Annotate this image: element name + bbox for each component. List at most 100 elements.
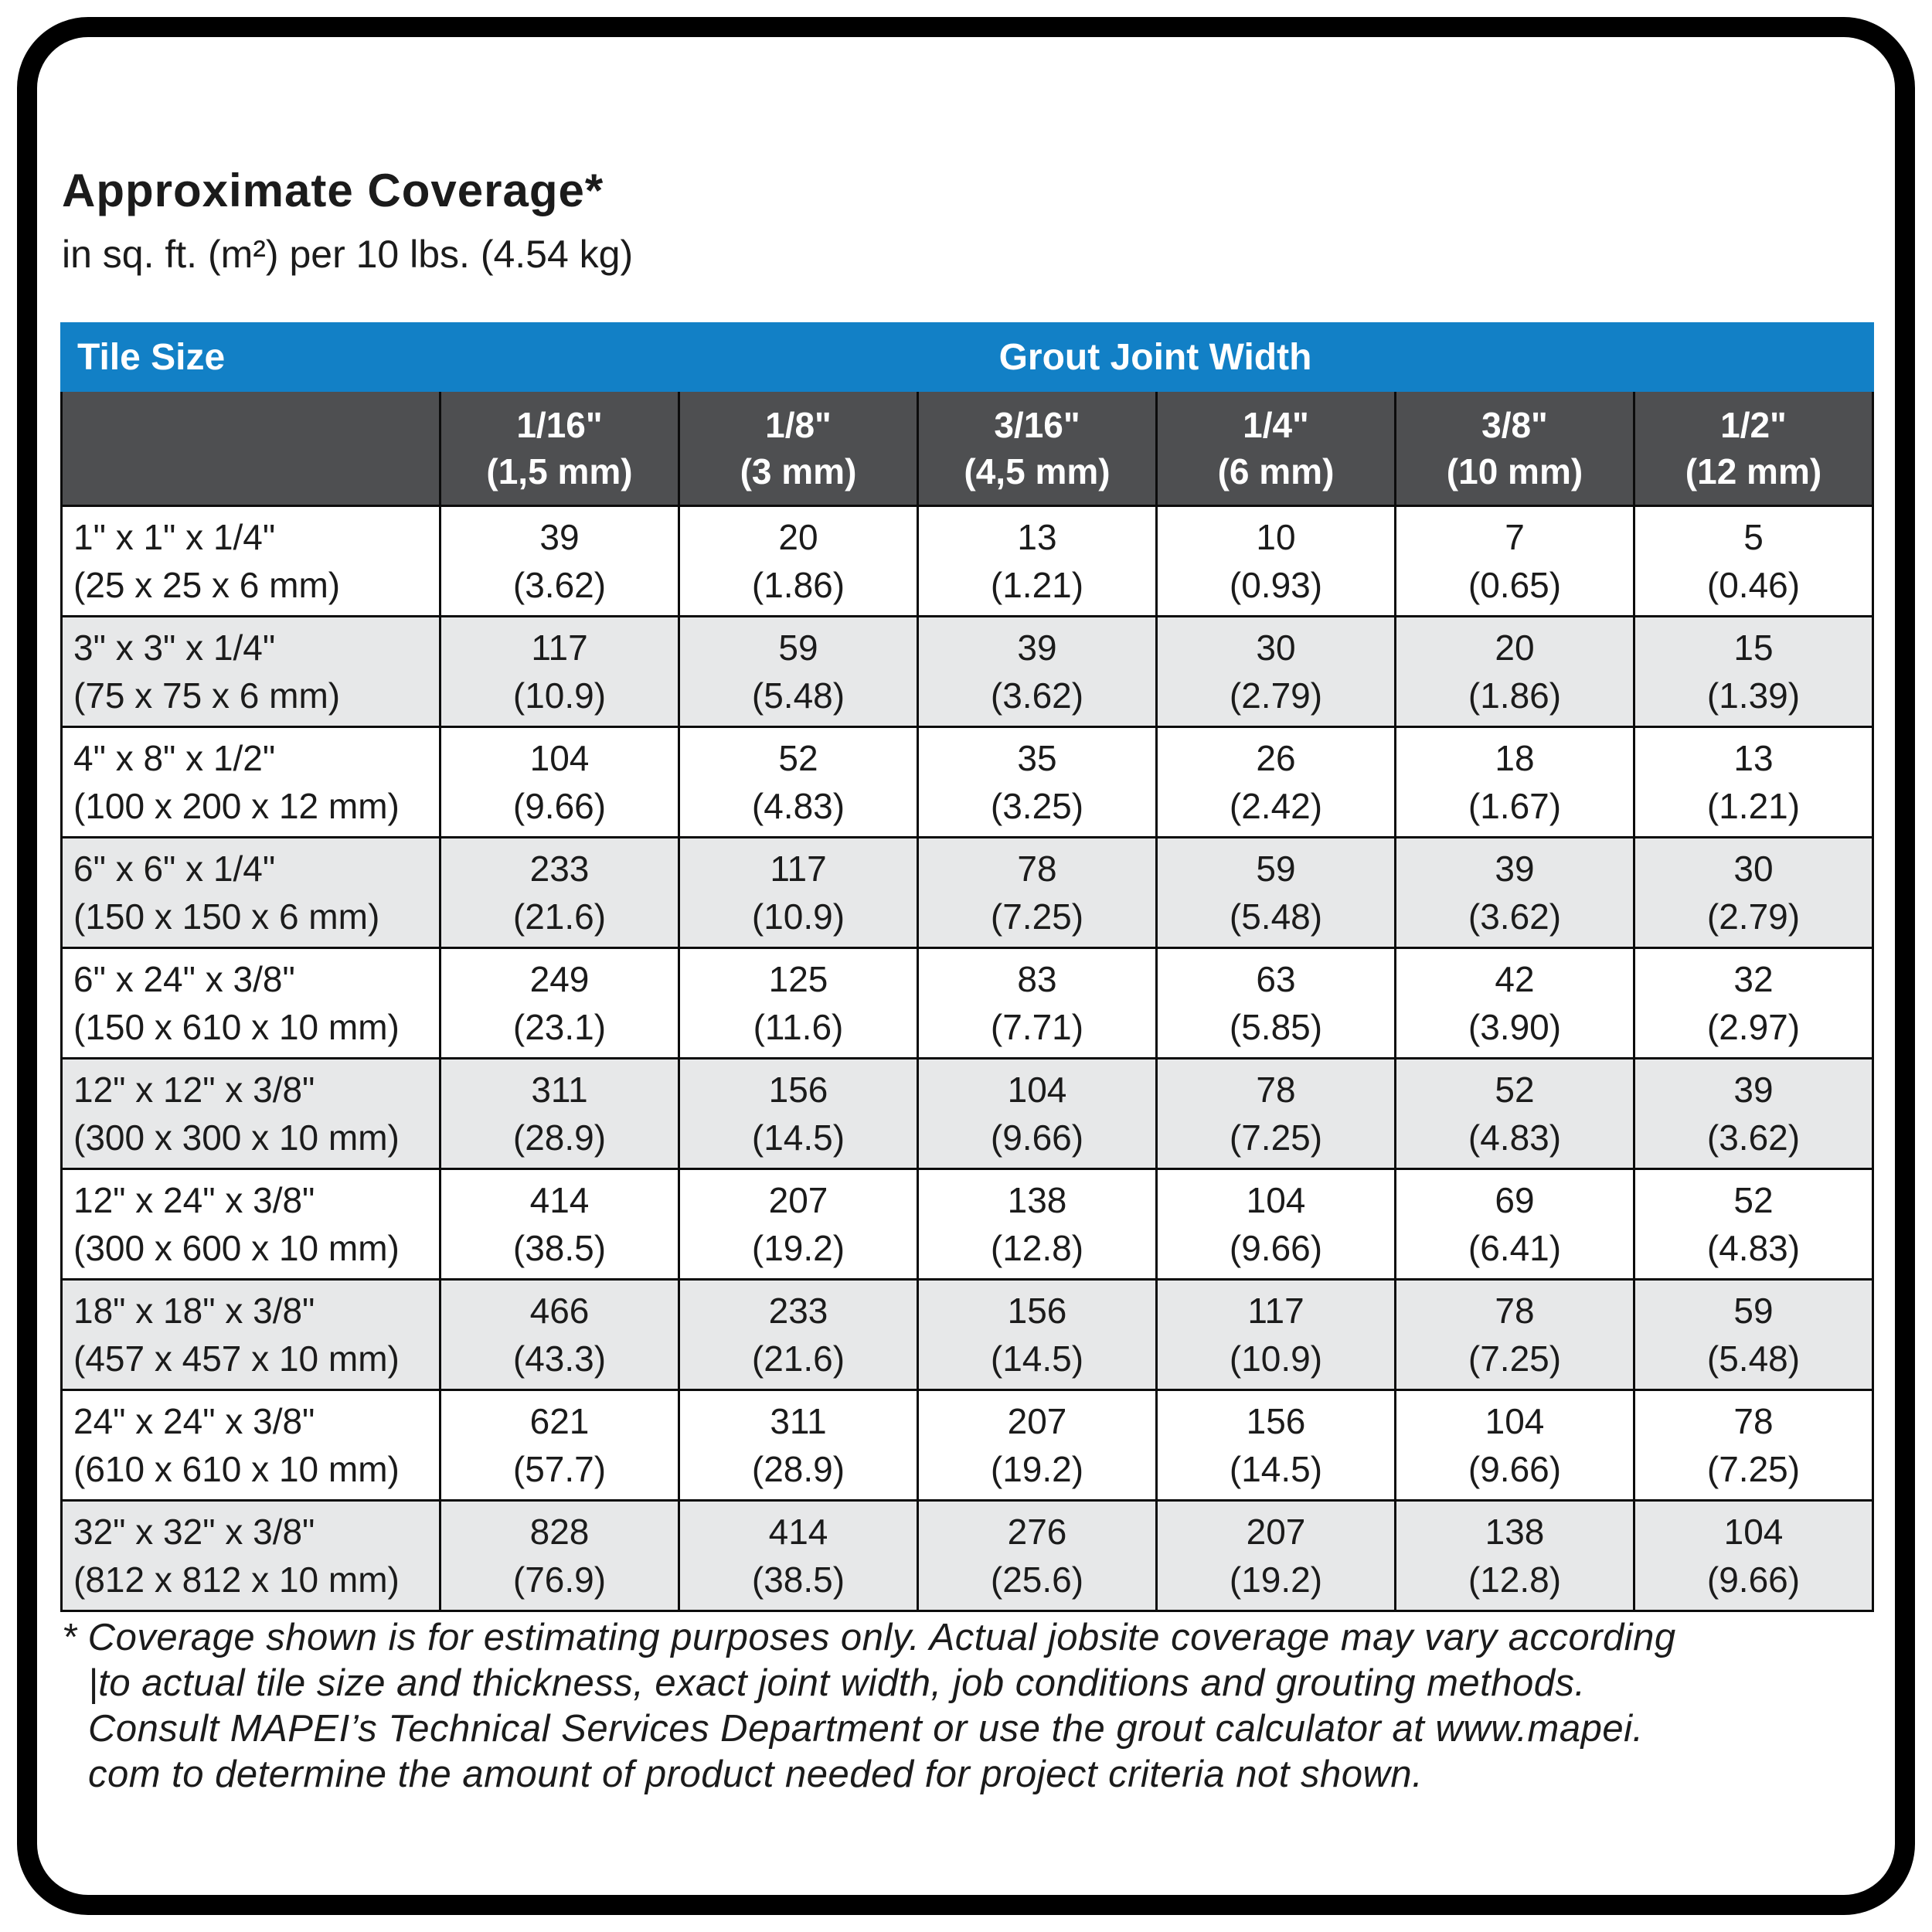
coverage-m2: (5.85) [1229, 1007, 1323, 1047]
coverage-sqft: 13 [1733, 738, 1774, 778]
table-row: 32" x 32" x 3/8" (812 x 812 x 10 mm) 828 (7… [63, 1499, 1872, 1610]
coverage-m2: (14.5) [990, 1338, 1084, 1379]
coverage-sqft: 42 [1495, 959, 1535, 999]
coverage-sqft: 233 [768, 1291, 828, 1331]
coverage-m2: (11.6) [753, 1007, 844, 1047]
coverage-cell: 30 (2.79) [1633, 838, 1872, 947]
tile-size-mm: (457 x 457 x 10 mm) [73, 1338, 400, 1379]
tile-size-inch: 4" x 8" x 1/2" [73, 738, 276, 778]
coverage-sqft: 156 [768, 1070, 828, 1110]
coverage-cell: 30 (2.79) [1155, 617, 1394, 726]
coverage-m2: (7.25) [1468, 1338, 1562, 1379]
coverage-m2: (19.2) [1229, 1560, 1323, 1600]
coverage-m2: (3.62) [1468, 896, 1562, 937]
coverage-cell: 104 (9.66) [1394, 1391, 1633, 1499]
coverage-cell: 414 (38.5) [439, 1170, 678, 1278]
coverage-sqft: 59 [1733, 1291, 1774, 1331]
coverage-sqft: 233 [529, 849, 590, 889]
tile-size-cell: 12" x 24" x 3/8" (300 x 600 x 10 mm) [63, 1170, 439, 1278]
coverage-m2: (28.9) [751, 1449, 845, 1489]
coverage-m2: (12.8) [1468, 1560, 1562, 1600]
coverage-cell: 26 (2.42) [1155, 728, 1394, 836]
coverage-cell: 20 (1.86) [678, 507, 917, 615]
coverage-sqft: 18 [1495, 738, 1535, 778]
coverage-sqft: 621 [529, 1401, 590, 1441]
coverage-m2: (25.6) [990, 1560, 1084, 1600]
coverage-cell: 83 (7.71) [917, 949, 1155, 1057]
coverage-m2: (12.8) [990, 1228, 1084, 1268]
coverage-sqft: 104 [1723, 1512, 1784, 1552]
tile-size-mm: (25 x 25 x 6 mm) [73, 565, 341, 605]
table-row: 4" x 8" x 1/2" (100 x 200 x 12 mm) 104 (9.6… [63, 726, 1872, 836]
coverage-sqft: 78 [1495, 1291, 1535, 1331]
coverage-cell: 311 (28.9) [439, 1060, 678, 1168]
coverage-m2: (57.7) [512, 1449, 607, 1489]
coverage-sqft: 117 [531, 628, 588, 668]
table-body: 1" x 1" x 1/4" (25 x 25 x 6 mm) 39 (3.62) 20… [63, 505, 1872, 1610]
coverage-cell: 39 (3.62) [1394, 838, 1633, 947]
coverage-sqft: 104 [529, 738, 590, 778]
coverage-cell: 59 (5.48) [1155, 838, 1394, 947]
tile-size-inch: 1" x 1" x 1/4" [73, 517, 276, 557]
footnote-line: |to actual tile size and thickness, exac… [88, 1662, 1586, 1704]
coverage-cell: 18 (1.67) [1394, 728, 1633, 836]
coverage-sqft: 52 [778, 738, 818, 778]
coverage-m2: (7.25) [990, 896, 1084, 937]
coverage-cell: 276 (25.6) [917, 1502, 1155, 1610]
tile-size-cell: 6" x 6" x 1/4" (150 x 150 x 6 mm) [63, 838, 439, 947]
coverage-cell: 311 (28.9) [678, 1391, 917, 1499]
coverage-sqft: 15 [1733, 628, 1774, 668]
coverage-m2: (9.66) [1229, 1228, 1323, 1268]
coverage-m2: (21.6) [751, 1338, 845, 1379]
tile-size-inch: 6" x 6" x 1/4" [73, 849, 276, 889]
footnote-line: * Coverage shown is for estimating purpo… [62, 1617, 1676, 1658]
column-metric-label: (6 mm) [1217, 451, 1335, 492]
coverage-m2: (76.9) [512, 1560, 607, 1600]
coverage-sqft: 156 [1007, 1291, 1067, 1331]
coverage-cell: 69 (6.41) [1394, 1170, 1633, 1278]
coverage-m2: (9.66) [1468, 1449, 1562, 1489]
coverage-cell: 42 (3.90) [1394, 949, 1633, 1057]
coverage-sqft: 20 [778, 517, 818, 557]
coverage-cell: 78 (7.25) [1155, 1060, 1394, 1168]
column-metric-label: (1,5 mm) [486, 451, 633, 492]
column-inch-label: 1/16" [516, 405, 603, 445]
coverage-sqft: 104 [1246, 1180, 1306, 1220]
coverage-cell: 52 (4.83) [1633, 1170, 1872, 1278]
coverage-cell: 39 (3.62) [1633, 1060, 1872, 1168]
coverage-sqft: 156 [1246, 1401, 1306, 1441]
coverage-sqft: 63 [1256, 959, 1296, 999]
coverage-cell: 466 (43.3) [439, 1281, 678, 1389]
footnote-line: Consult MAPEI’s Technical Services Depar… [88, 1708, 1644, 1750]
coverage-cell: 20 (1.86) [1394, 617, 1633, 726]
tile-size-mm: (150 x 150 x 6 mm) [73, 896, 380, 937]
coverage-sqft: 138 [1485, 1512, 1545, 1552]
coverage-m2: (5.48) [751, 675, 845, 716]
coverage-cell: 104 (9.66) [439, 728, 678, 836]
table-row: 3" x 3" x 1/4" (75 x 75 x 6 mm) 117 (10.9) 5… [63, 615, 1872, 726]
coverage-sqft: 69 [1495, 1180, 1535, 1220]
coverage-sqft: 414 [529, 1180, 590, 1220]
table-row: 12" x 12" x 3/8" (300 x 300 x 10 mm) 311 (2… [63, 1057, 1872, 1168]
coverage-sqft: 78 [1017, 849, 1057, 889]
coverage-m2: (2.97) [1706, 1007, 1801, 1047]
coverage-sqft: 52 [1495, 1070, 1535, 1110]
table-row: 6" x 6" x 1/4" (150 x 150 x 6 mm) 233 (21.6… [63, 836, 1872, 947]
coverage-m2: (14.5) [1229, 1449, 1323, 1489]
coverage-m2: (5.48) [1706, 1338, 1801, 1379]
coverage-m2: (9.66) [1706, 1560, 1801, 1600]
coverage-m2: (3.62) [1706, 1117, 1801, 1158]
table-row: 1" x 1" x 1/4" (25 x 25 x 6 mm) 39 (3.62) 20… [63, 505, 1872, 615]
coverage-m2: (1.39) [1706, 675, 1801, 716]
coverage-sqft: 207 [1246, 1512, 1306, 1552]
tile-size-cell: 6" x 24" x 3/8" (150 x 610 x 10 mm) [63, 949, 439, 1057]
tile-size-inch: 24" x 24" x 3/8" [73, 1401, 315, 1441]
coverage-sqft: 276 [1007, 1512, 1067, 1552]
coverage-m2: (28.9) [512, 1117, 607, 1158]
coverage-sqft: 10 [1256, 517, 1296, 557]
coverage-sqft: 311 [770, 1401, 827, 1441]
coverage-cell: 207 (19.2) [917, 1391, 1155, 1499]
coverage-cell: 104 (9.66) [1155, 1170, 1394, 1278]
coverage-cell: 117 (10.9) [1155, 1281, 1394, 1389]
coverage-m2: (10.9) [1229, 1338, 1323, 1379]
